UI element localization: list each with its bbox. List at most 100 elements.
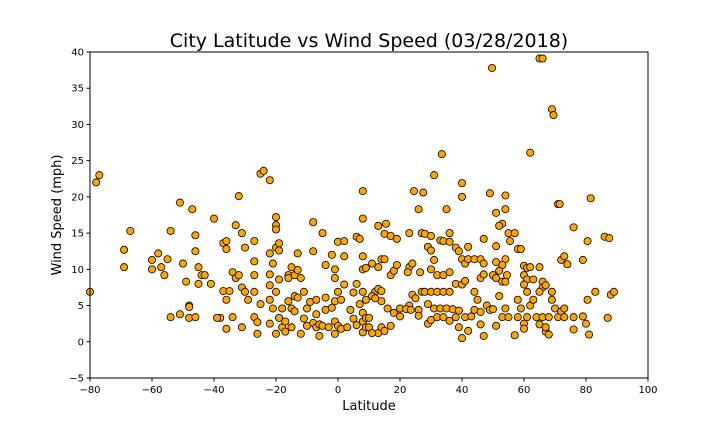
data-point [309,247,318,256]
y-tick-label: 30 [71,120,84,131]
data-point [194,263,203,272]
data-point [516,245,525,254]
data-point [290,307,299,316]
y-tick-label: 5 [78,301,84,312]
data-point [411,294,420,303]
data-point [380,326,389,335]
data-point [185,303,194,312]
data-point [479,331,488,340]
data-point [355,300,364,309]
data-point [445,237,454,246]
data-point [178,259,187,268]
data-point [585,330,594,339]
data-point [271,225,280,234]
data-point [377,287,386,296]
data-point [166,313,175,322]
data-point [510,229,519,238]
data-point [538,54,547,63]
y-tick-label: 20 [71,192,84,203]
data-point [147,265,156,274]
data-point [583,237,592,246]
data-point [296,329,305,338]
data-point [389,308,398,317]
data-point [516,304,525,313]
data-point [383,304,392,313]
x-tick-label: 100 [638,385,657,396]
data-point [454,247,463,256]
data-point [228,313,237,322]
data-point [569,313,578,322]
data-point [368,259,377,268]
x-tick-label: 0 [335,385,341,396]
data-point [293,249,302,258]
data-point [451,313,460,322]
data-point [271,329,280,338]
data-point [547,295,556,304]
data-point [237,323,246,332]
data-point [364,313,373,322]
data-point [333,287,342,296]
data-point [349,314,358,323]
data-point [265,176,274,185]
data-point [120,263,129,272]
data-point [426,232,435,241]
x-axis: −80 −60 −40 −20 0 20 40 60 80 100 [79,378,658,396]
data-point [265,295,274,304]
data-point [464,242,473,251]
data-point [340,280,349,289]
data-point [405,229,414,238]
data-point [358,187,367,196]
data-point [504,313,513,322]
x-tick-label: 60 [518,385,531,396]
data-point [523,287,532,296]
data-point [578,312,587,321]
data-point [457,334,466,343]
data-point [281,317,290,326]
data-point [361,263,370,272]
data-point [414,205,423,214]
data-point [278,304,287,313]
data-point [358,214,367,223]
data-point [492,274,501,283]
data-point [526,263,535,272]
data-point [492,208,501,217]
chart-title: City Latitude vs Wind Speed (03/28/2018) [170,30,568,52]
data-point [321,293,330,302]
data-point [386,321,395,330]
data-point [92,178,101,187]
data-point [275,313,284,322]
data-point [209,214,218,223]
data-point [225,287,234,296]
y-tick-label: 15 [71,229,84,240]
data-point [392,234,401,243]
data-point [271,213,280,222]
data-point [312,310,321,319]
data-point [343,323,352,332]
data-point [445,268,454,277]
data-point [95,171,104,180]
data-point [302,304,311,313]
data-point [222,324,231,333]
data-point [163,255,172,264]
data-point [315,331,324,340]
data-point [318,229,327,238]
data-point [479,234,488,243]
data-point [414,311,423,320]
data-point [275,239,284,248]
data-point [529,275,538,284]
data-point [426,246,435,255]
data-point [253,329,262,338]
data-point [605,234,614,243]
data-point [541,323,550,332]
data-point [506,237,515,246]
data-point [275,246,284,255]
data-point [442,205,451,214]
y-tick-label: 0 [78,337,84,348]
data-point [495,221,504,230]
data-point [299,287,308,296]
data-point [157,263,166,272]
data-point [569,325,578,334]
data-point [457,192,466,201]
data-point [476,320,485,329]
data-point [591,287,600,296]
